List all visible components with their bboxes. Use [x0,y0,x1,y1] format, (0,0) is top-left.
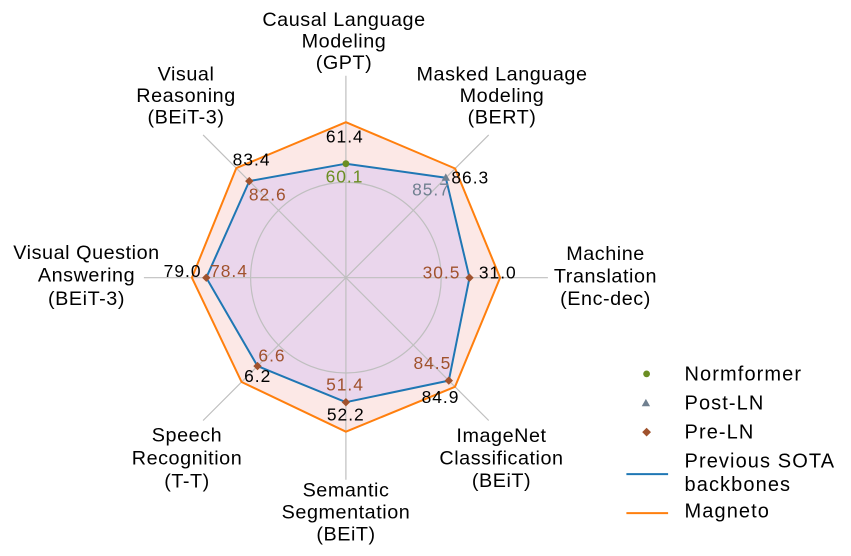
svg-text:Post-LN: Post-LN [685,393,765,415]
svg-text:(Enc-dec): (Enc-dec) [560,288,651,310]
svg-text:Answering: Answering [38,264,135,286]
svg-text:Visual Question: Visual Question [13,242,159,264]
svg-text:Modeling: Modeling [302,30,387,52]
svg-text:Segmentation: Segmentation [282,501,411,523]
svg-text:Semantic: Semantic [303,479,390,501]
svg-text:60.1: 60.1 [326,167,364,187]
svg-text:84.5: 84.5 [413,353,451,373]
svg-text:(BEiT-3): (BEiT-3) [48,288,125,310]
svg-text:(BEiT-3): (BEiT-3) [148,106,225,128]
svg-text:(T-T): (T-T) [164,470,210,492]
svg-text:30.5: 30.5 [423,263,461,283]
svg-text:Classification: Classification [439,447,563,469]
svg-text:6.6: 6.6 [258,346,285,366]
svg-text:51.4: 51.4 [326,374,364,394]
svg-text:ImageNet: ImageNet [456,425,546,447]
svg-text:Masked Language: Masked Language [416,63,587,85]
svg-text:Recognition: Recognition [132,447,243,469]
svg-text:(BEiT): (BEiT) [472,470,531,492]
svg-text:Reasoning: Reasoning [136,85,236,107]
svg-text:Machine: Machine [566,243,645,265]
svg-text:(BERT): (BERT) [468,106,537,128]
svg-text:83.4: 83.4 [233,149,271,169]
svg-text:(GPT): (GPT) [316,52,373,74]
svg-text:backbones: backbones [685,474,792,496]
svg-text:Causal Language: Causal Language [262,9,425,31]
svg-text:Pre-LN: Pre-LN [685,421,755,443]
svg-text:6.2: 6.2 [244,366,271,386]
svg-text:Visual: Visual [158,63,215,85]
svg-text:Translation: Translation [554,265,657,287]
svg-text:52.2: 52.2 [327,405,365,425]
svg-text:Speech: Speech [152,424,222,446]
svg-text:31.0: 31.0 [479,263,517,283]
svg-text:Modeling: Modeling [460,85,545,107]
svg-text:61.4: 61.4 [326,126,364,146]
svg-text:Magneto: Magneto [685,501,771,523]
svg-text:86.3: 86.3 [451,167,489,187]
svg-text:84.9: 84.9 [422,387,460,407]
svg-text:79.0: 79.0 [164,261,202,281]
svg-text:82.6: 82.6 [249,184,287,204]
svg-text:Normformer: Normformer [685,364,803,386]
svg-text:78.4: 78.4 [210,261,248,281]
svg-text:Previous SOTA: Previous SOTA [685,450,836,472]
svg-text:(BEiT): (BEiT) [316,523,375,545]
svg-text:85.7: 85.7 [412,180,450,200]
